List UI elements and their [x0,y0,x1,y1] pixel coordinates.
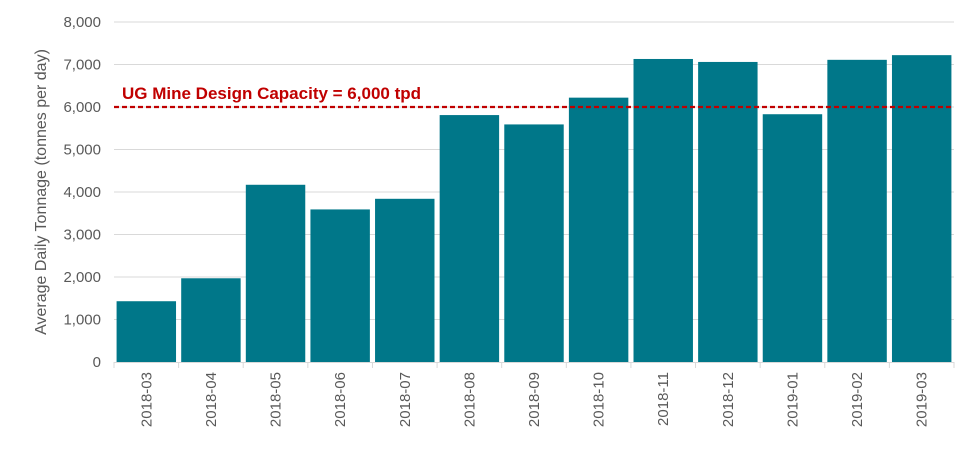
bar [568,97,629,363]
bar [439,115,500,362]
bar [116,301,177,362]
y-axis-title: Average Daily Tonnage (tonnes per day) [33,49,50,335]
y-tick-label: 4,000 [63,184,101,201]
y-tick-label: 7,000 [63,57,101,74]
bar [375,198,435,362]
bar [762,114,823,362]
design-capacity-label: UG Mine Design Capacity = 6,000 tpd [122,84,421,103]
bar [633,58,693,362]
y-tick-labels: 0 1,000 2,000 3,000 4,000 5,000 6,000 7,000 8,00… [63,14,101,371]
y-tick-label: 8,000 [63,14,101,31]
y-tick-label: 2,000 [63,269,101,286]
x-tick-label: 2018-05 [268,372,285,427]
y-tick-label: 0 [93,354,101,371]
y-tick-label: 1,000 [63,312,101,329]
x-tick-label: 2018-10 [591,372,608,427]
x-tick-label: 2019-02 [849,372,866,427]
y-tick-label: 3,000 [63,227,101,244]
bar [698,61,758,362]
bar [310,209,370,362]
bars [116,55,952,363]
reference-line-group: UG Mine Design Capacity = 6,000 tpd [114,84,954,109]
x-tick-label: 2018-04 [203,372,220,427]
x-tick-label: 2018-12 [720,372,737,427]
x-tick-label: 2019-03 [914,372,931,427]
x-tick-label: 2018-06 [332,372,349,427]
y-tick-label: 5,000 [63,142,101,159]
x-tick-label: 2018-09 [526,372,543,427]
x-tick-label: 2018-07 [397,372,414,427]
x-tick-label: 2018-08 [461,372,478,427]
bar [504,124,564,362]
x-tick-label: 2018-11 [655,372,672,426]
bar [891,55,952,363]
x-tick-label: 2018-03 [138,372,155,427]
bar [181,278,241,362]
y-tick-label: 6,000 [63,99,101,116]
bar [827,59,887,362]
x-tick-labels: 2018-03 2018-04 2018-05 2018-06 2018-07 2018-… [113,362,955,427]
x-tick-label: 2019-01 [784,372,801,427]
bar [245,184,306,362]
